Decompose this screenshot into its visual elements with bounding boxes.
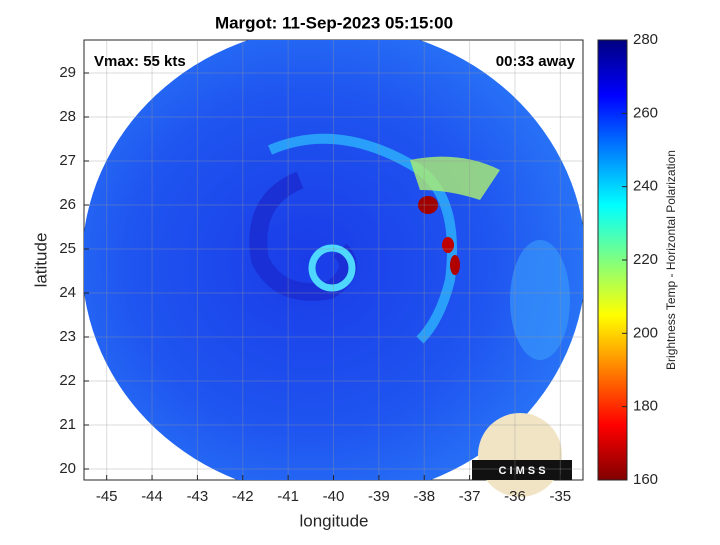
y-tick-label: 21 [59,416,76,433]
colorbar-tick-label: 180 [633,398,658,415]
x-tick-label: -45 [96,488,118,505]
x-tick-label: -41 [277,488,299,505]
logo: C I M S S [472,413,572,497]
y-tick-label: 23 [59,328,76,345]
chart-title: Margot: 11-Sep-2023 05:15:00 [215,13,453,32]
x-tick-label: -39 [368,488,390,505]
x-tick-label: -43 [187,488,209,505]
x-tick-label: -37 [459,488,481,505]
x-tick-label: -42 [232,488,254,505]
annotation: 00:33 away [496,53,576,70]
y-tick-label: 22 [59,372,76,389]
y-tick-label: 20 [59,460,76,477]
colorbar-tick-label: 260 [633,104,658,121]
colorbar-tick-label: 200 [633,324,658,341]
colorbar-tick-label: 220 [633,251,658,268]
x-tick-label: -36 [504,488,526,505]
y-tick-label: 28 [59,108,76,125]
colorbar-tick-label: 160 [633,471,658,488]
colorbar-tick-label: 240 [633,178,658,195]
logo-text: C I M S S [498,465,545,477]
y-tick-label: 24 [59,284,76,301]
x-axis-label: longitude [299,511,368,530]
satellite-image [84,40,583,480]
x-tick-label: -35 [549,488,571,505]
annotation: Vmax: 55 kts [94,53,186,70]
x-tick-label: -44 [141,488,163,505]
y-tick-label: 29 [59,64,76,81]
y-tick-label: 26 [59,196,76,213]
x-tick-label: -40 [323,488,345,505]
y-axis-label: latitude [31,233,50,288]
colorbar-label: Brightness Temp - Horizontal Polarizatio… [664,150,678,370]
y-tick-label: 25 [59,240,76,257]
colorbar-tick-label: 280 [633,31,658,48]
y-tick-label: 27 [59,152,76,169]
x-tick-label: -38 [413,488,435,505]
